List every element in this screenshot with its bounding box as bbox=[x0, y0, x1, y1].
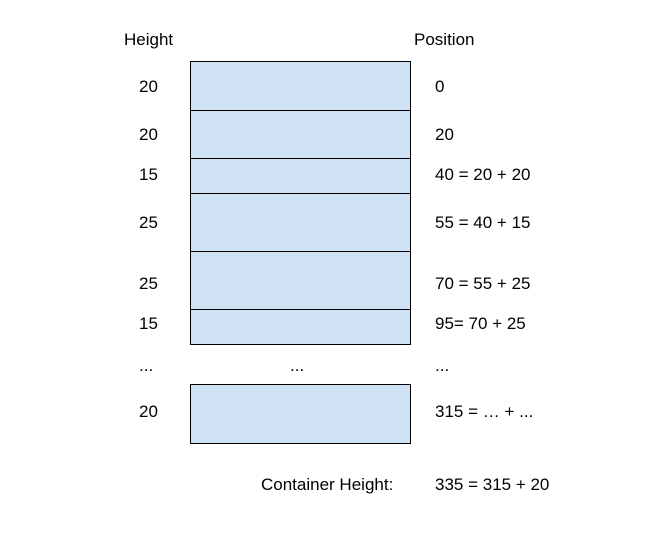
row-position-label: 40 = 20 + 20 bbox=[435, 165, 531, 184]
row-position-label: 70 = 55 + 25 bbox=[435, 274, 531, 293]
row-block-2 bbox=[190, 110, 411, 159]
row-height-label: 25 bbox=[139, 274, 158, 293]
row-height-label: 15 bbox=[139, 165, 158, 184]
container-height-label: Container Height: bbox=[261, 475, 394, 494]
row-block-3 bbox=[190, 158, 411, 194]
row-height-label: 15 bbox=[139, 314, 158, 333]
row-block-last bbox=[190, 384, 411, 444]
row-position-label: 315 = … + ... bbox=[435, 402, 534, 421]
ellipsis-box-label: ... bbox=[290, 356, 305, 375]
row-position-label: 95= 70 + 25 bbox=[435, 314, 526, 333]
row-height-label: 20 bbox=[139, 77, 158, 96]
row-block-6 bbox=[190, 309, 411, 345]
row-height-label: 20 bbox=[139, 402, 158, 421]
ellipsis-height-label: ... bbox=[139, 356, 154, 375]
row-position-label: 0 bbox=[435, 77, 445, 96]
position-column-header: Position bbox=[414, 30, 475, 49]
ellipsis-position-label: ... bbox=[435, 356, 450, 375]
row-height-label: 25 bbox=[139, 213, 158, 232]
row-block-5 bbox=[190, 251, 411, 310]
row-height-label: 20 bbox=[139, 125, 158, 144]
row-position-label: 20 bbox=[435, 125, 454, 144]
height-column-header: Height bbox=[124, 30, 174, 49]
row-position-label: 55 = 40 + 15 bbox=[435, 213, 531, 232]
row-block-1 bbox=[190, 61, 411, 111]
row-block-4 bbox=[190, 193, 411, 252]
container-height-value: 335 = 315 + 20 bbox=[435, 475, 550, 494]
